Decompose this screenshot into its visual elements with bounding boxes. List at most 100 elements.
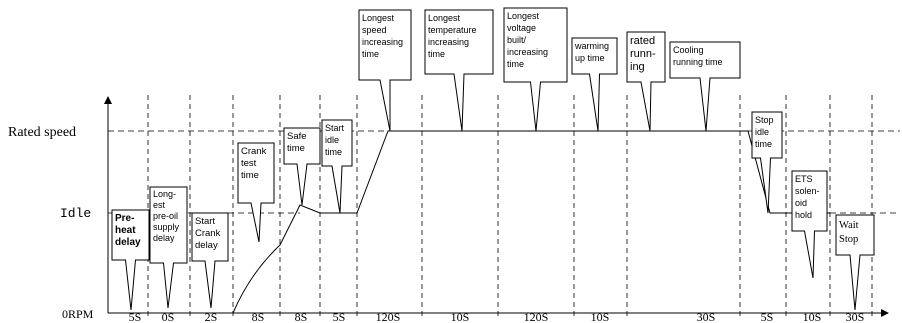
callout-box [424,9,494,132]
duration-label: 10S [451,310,470,323]
callout-text: time [241,170,259,181]
callout-temp-inc: Longest temperature increasing time [424,9,494,132]
callout-box [358,9,412,132]
callout-box [283,127,321,206]
callout-text: runn- [630,48,656,60]
callout-text: Longest [428,13,461,23]
idle-label: Idle [60,206,91,221]
speed-profile-curve [232,130,830,314]
duration-label: 2S [205,310,218,323]
callout-text: ing [630,61,645,73]
callout-text: pre-oil [153,211,178,221]
callout-box [111,209,150,311]
callout-text: Longest [362,13,395,23]
callout-text: up time [575,53,605,63]
callout-text: heat [115,225,136,236]
callout-stop-idle: Stop idle time [751,111,783,214]
callout-text: increasing [362,37,403,47]
callout-text: built/ [507,35,527,45]
callout-text: delay [115,237,141,248]
callout-box [321,119,353,214]
callout-text: time [507,59,524,69]
callout-text: speed [362,25,387,35]
stage-dividers [147,95,873,318]
callout-speed-inc: Longest speed increasing time [358,9,412,132]
duration-labels: 5S 0S 2S 8S 8S 5S 120S 10S 120S 10S 30S 5S 10S 30S [129,310,865,323]
callout-text: increasing [507,47,548,57]
callout-text: Pre- [115,213,134,224]
callout-ets: ETS solen-oid hold [791,170,828,279]
callout-start-idle: Start idle time [321,119,353,214]
duration-label: 5S [333,310,346,323]
callout-text: increasing [428,37,469,47]
callout-text: supply [153,222,180,232]
callout-box [669,41,741,132]
callout-text: Long- [153,189,176,199]
callout-text: time [325,147,342,157]
callout-text: Wait [839,220,859,231]
rated-speed-label: Rated speed [8,125,76,140]
callout-box [191,212,229,309]
callout-text: Safe [287,131,307,142]
callout-text: warming [574,41,609,51]
callout-text: Stop [755,115,774,125]
callout-box [626,31,666,132]
callout-box [503,7,568,132]
callout-text: Stop [839,234,858,245]
callout-text: est [153,200,166,210]
duration-label: 0S [162,310,175,323]
duration-label: 8S [295,310,308,323]
callout-text: Cooling [673,45,704,55]
callout-text: Start [325,123,345,133]
callout-box [571,37,618,132]
callout-text: rated [630,35,655,47]
callout-text: running time [673,57,723,67]
callout-text: Start [195,216,215,227]
callout-text: time [755,139,772,149]
duration-label: 10S [803,310,822,323]
duration-label: 30S [846,310,865,323]
callout-text: Crank [241,146,267,157]
callout-box [751,111,783,214]
zero-rpm-label: 0RPM [62,307,94,321]
callout-wait-stop: Wait Stop [835,214,875,311]
callout-text: voltage [507,23,536,33]
callout-text: hold [795,210,812,220]
callout-text: oid [795,198,807,208]
callout-text: idle [755,127,769,137]
callouts: Pre-heatdelayLong-estpre-oilsupplydelayS… [111,7,875,311]
callout-text: time [428,49,445,59]
callout-box [149,186,188,309]
duration-label: 8S [252,310,265,323]
callout-text: time [362,49,379,59]
callout-text: Crank [195,228,221,239]
callout-warming: warming up time [571,37,618,132]
duration-label: 120S [376,310,401,323]
callout-text: Longest [507,11,540,21]
callout-box [835,214,875,311]
callout-box [791,170,828,279]
duration-label: 5S [129,310,142,323]
duration-label: 5S [761,310,774,323]
callout-text: time [287,143,305,154]
callout-text: test [241,158,257,169]
callout-text: idle [325,135,339,145]
callout-text: delay [153,233,175,243]
duration-label: 120S [524,310,549,323]
duration-label: 10S [591,310,610,323]
callout-text: ETS [795,174,813,184]
callout-cooling: Cooling running time [669,41,741,132]
callout-text: solen- [795,186,820,196]
callout-box [237,142,275,243]
callout-text: temperature [428,25,477,35]
duration-label: 30S [697,310,716,323]
callout-voltage: Longest voltage built/increasing time [503,7,568,132]
callout-text: delay [195,240,218,251]
